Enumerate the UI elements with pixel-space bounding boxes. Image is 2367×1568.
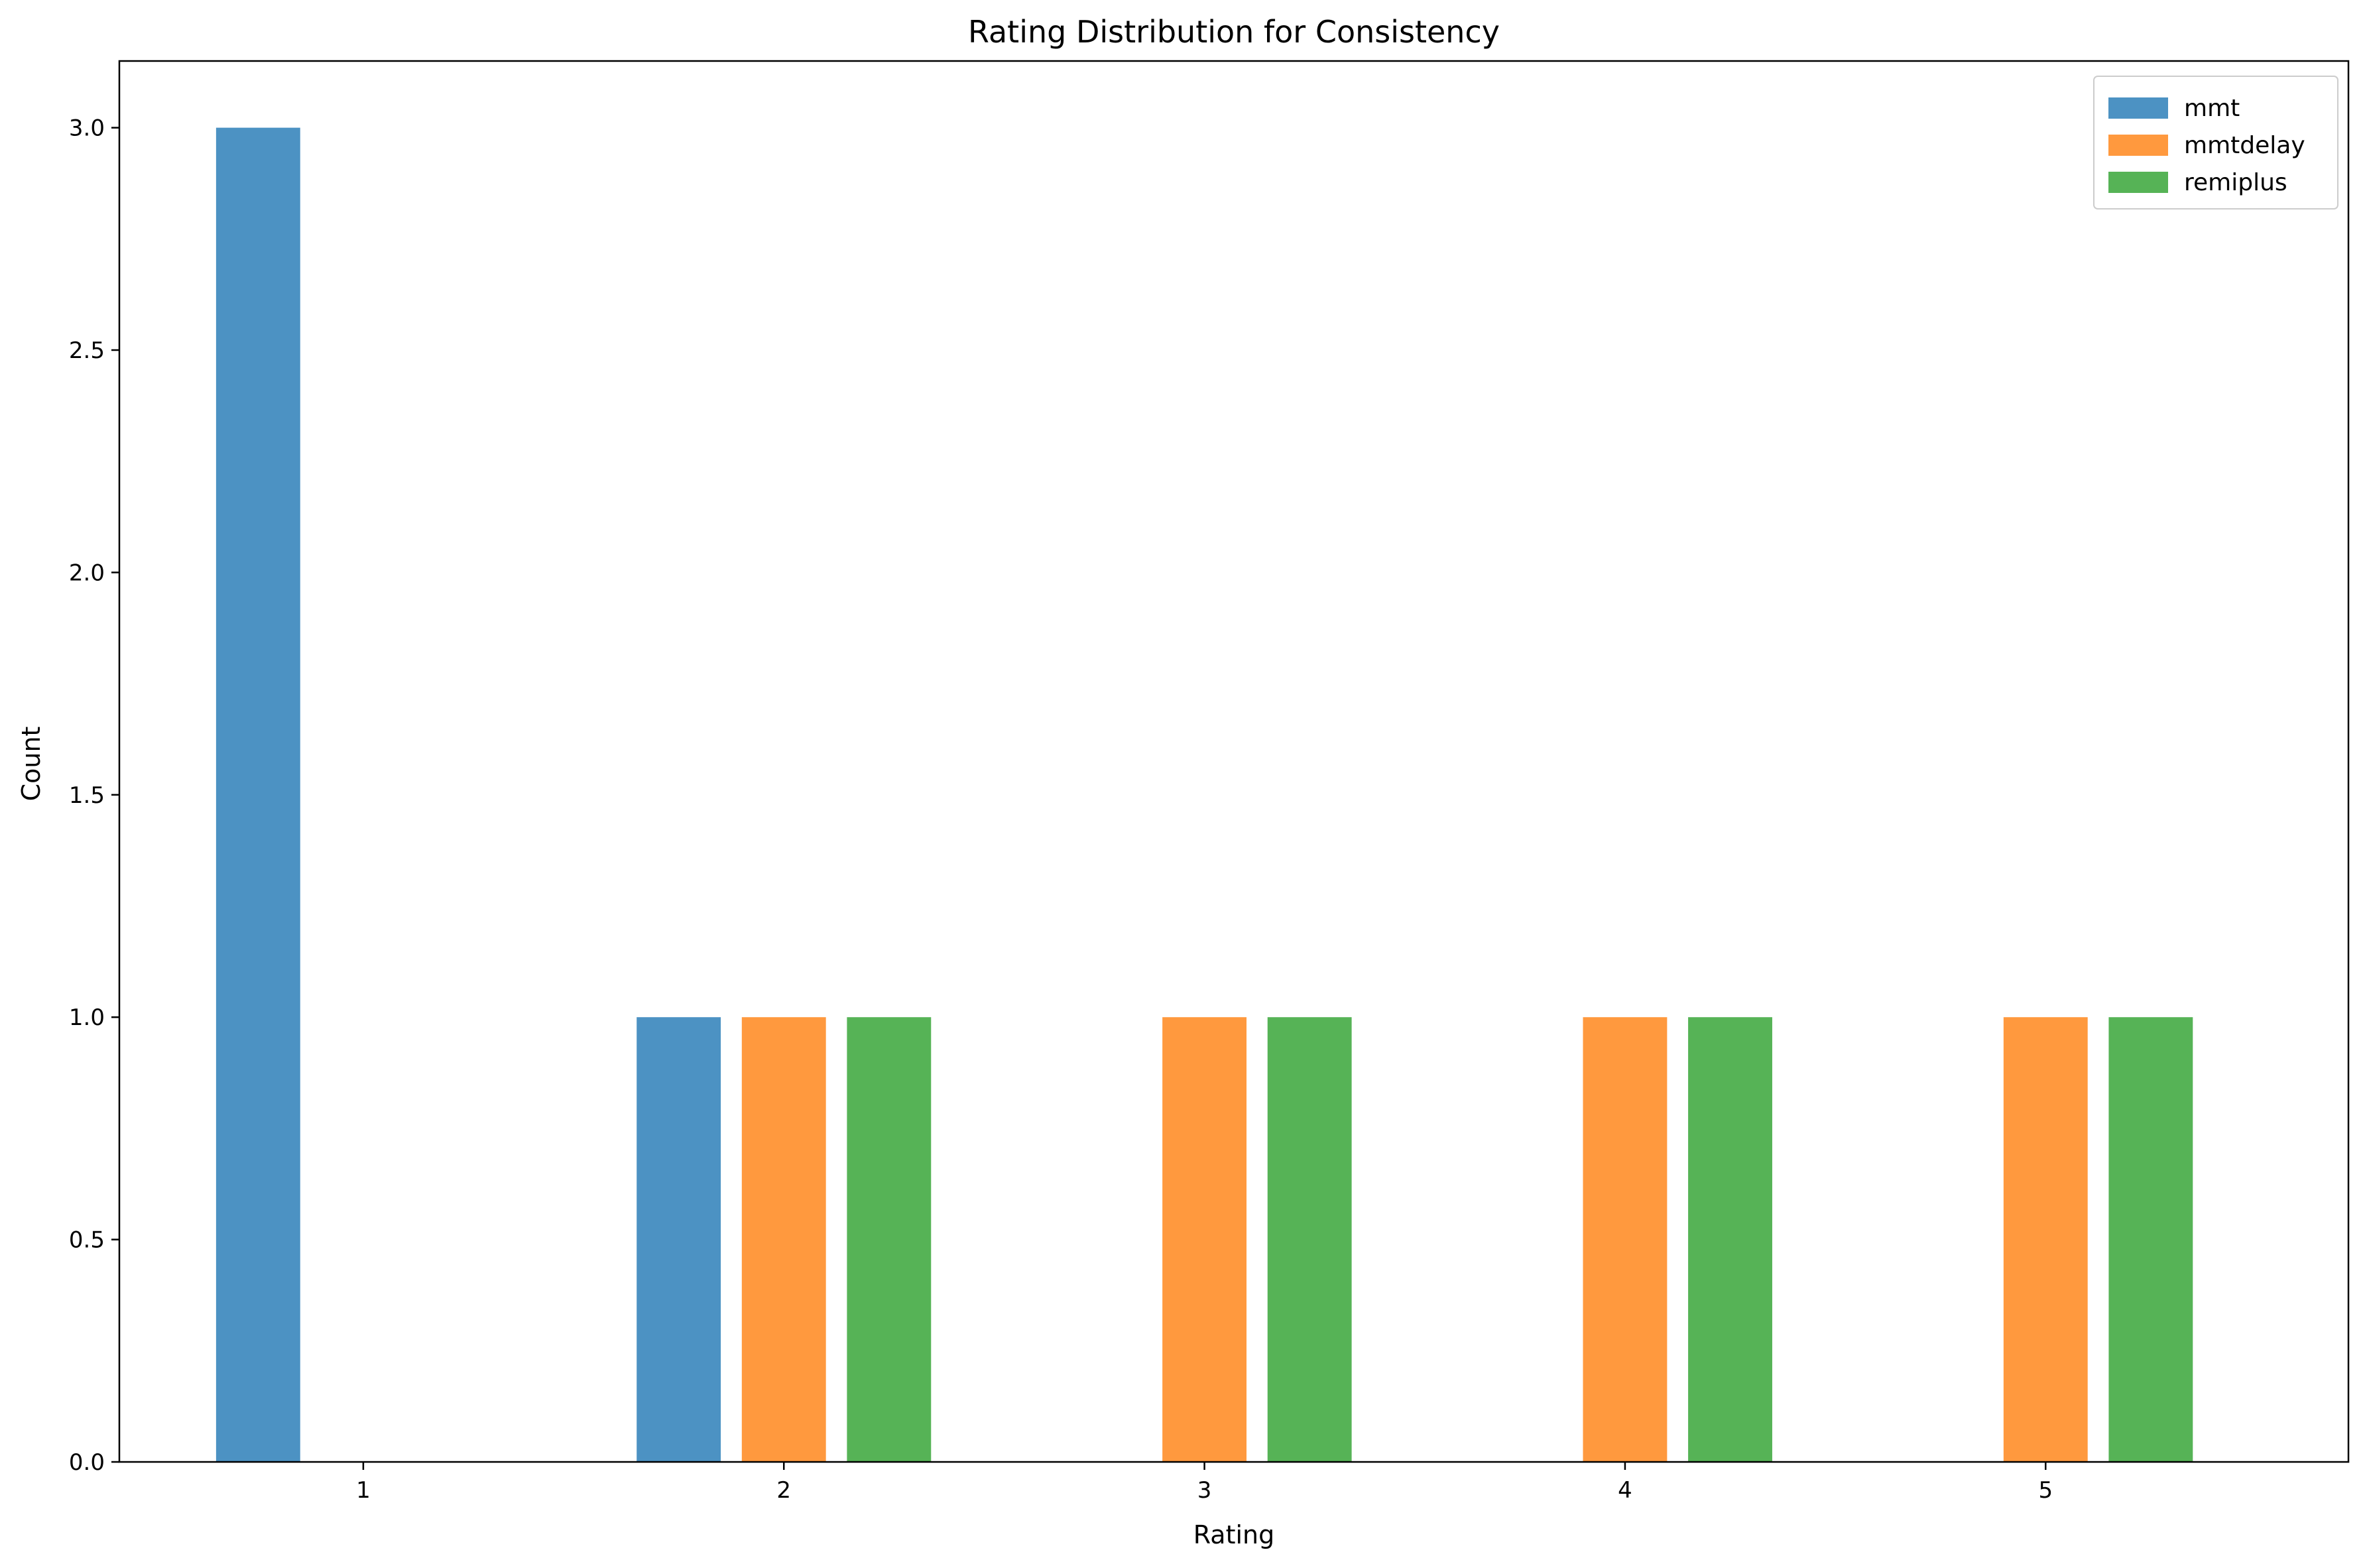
- bar-remiplus-rating-2: [847, 1017, 932, 1462]
- bar-mmtdelay-rating-4: [1583, 1017, 1668, 1462]
- y-tick-label: 0.5: [69, 1227, 105, 1254]
- x-tick-label: 2: [776, 1477, 791, 1504]
- y-tick-label: 0.0: [69, 1449, 105, 1476]
- y-tick-label: 3.0: [69, 115, 105, 142]
- bar-mmt-rating-1: [215, 127, 300, 1463]
- plot-frame: [118, 60, 2350, 1463]
- legend-label-mmt: mmt: [2184, 95, 2240, 122]
- y-tick-label: 2.0: [69, 560, 105, 586]
- legend-label-remiplus: remiplus: [2184, 169, 2287, 196]
- bars-layer: [215, 127, 2193, 1463]
- y-tick-label: 2.5: [69, 337, 105, 364]
- axes-layer: 0.0 0.5 1.0 1.5 2.0 2.5 3.0 1 2 3 4 5: [69, 60, 2350, 1504]
- y-tick-label: 1.5: [69, 782, 105, 809]
- bar-mmtdelay-rating-2: [741, 1017, 826, 1462]
- bar-mmtdelay-rating-5: [2003, 1017, 2088, 1462]
- x-tick-label: 5: [2038, 1477, 2053, 1504]
- legend-swatch-mmt: [2108, 97, 2168, 119]
- bar-mmtdelay-rating-3: [1162, 1017, 1247, 1462]
- legend-swatch-mmtdelay: [2108, 135, 2168, 156]
- bar-remiplus-rating-4: [1688, 1017, 1772, 1462]
- x-tick-label: 4: [1618, 1477, 1632, 1504]
- bar-remiplus-rating-5: [2108, 1017, 2193, 1462]
- x-tick-label: 3: [1197, 1477, 1212, 1504]
- legend-swatch-remiplus: [2108, 172, 2168, 193]
- chart-title: Rating Distribution for Consistency: [968, 14, 1500, 50]
- y-tick-label: 1.0: [69, 1004, 105, 1031]
- legend: mmt mmtdelay remiplus: [2093, 76, 2338, 210]
- y-axis-label: Count: [17, 727, 46, 802]
- bar-mmt-rating-2: [637, 1017, 721, 1462]
- bar-remiplus-rating-3: [1267, 1017, 1352, 1462]
- legend-label-mmtdelay: mmtdelay: [2184, 132, 2305, 159]
- x-tick-label: 1: [356, 1477, 371, 1504]
- x-axis-label: Rating: [1193, 1520, 1275, 1549]
